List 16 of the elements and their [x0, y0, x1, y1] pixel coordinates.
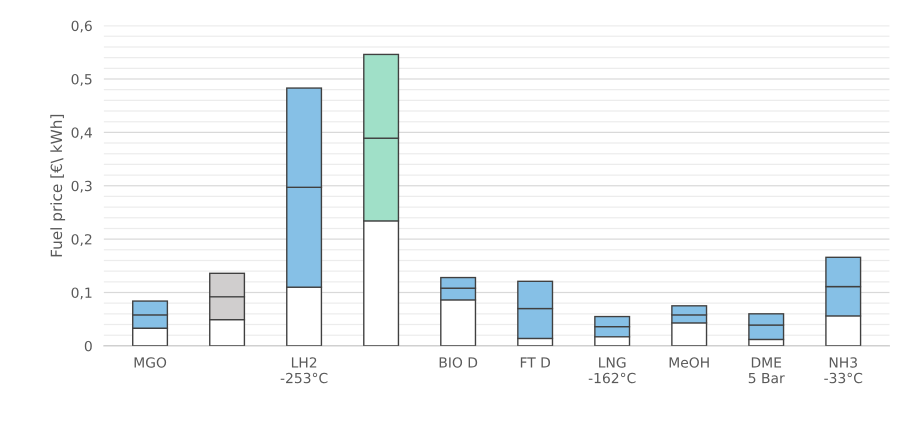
y-tick-label: 0,6	[72, 20, 92, 33]
x-tick-label: DME 5 Bar	[748, 357, 785, 384]
x-tick-label: NH3 -33°C	[824, 357, 862, 384]
x-tick-label: MeOH	[670, 357, 709, 368]
x-tick-label: BIO D	[440, 357, 478, 368]
y-tick-label: 0	[84, 340, 92, 352]
x-tick-label: MGO	[134, 357, 166, 368]
y-tick-label: 0,3	[72, 180, 92, 193]
y-tick-label: 0,2	[72, 234, 92, 246]
x-tick-label: LH2 -253°C	[280, 357, 328, 384]
y-tick-label: 0,5	[72, 74, 92, 86]
y-axis-title: Fuel price [€\ kWh]	[50, 114, 66, 256]
y-tick-label: 0,1	[72, 287, 92, 300]
x-tick-label: LNG -162°C	[588, 357, 636, 384]
y-tick-label: 0,4	[72, 127, 92, 140]
x-tick-label: FT D	[520, 357, 550, 368]
